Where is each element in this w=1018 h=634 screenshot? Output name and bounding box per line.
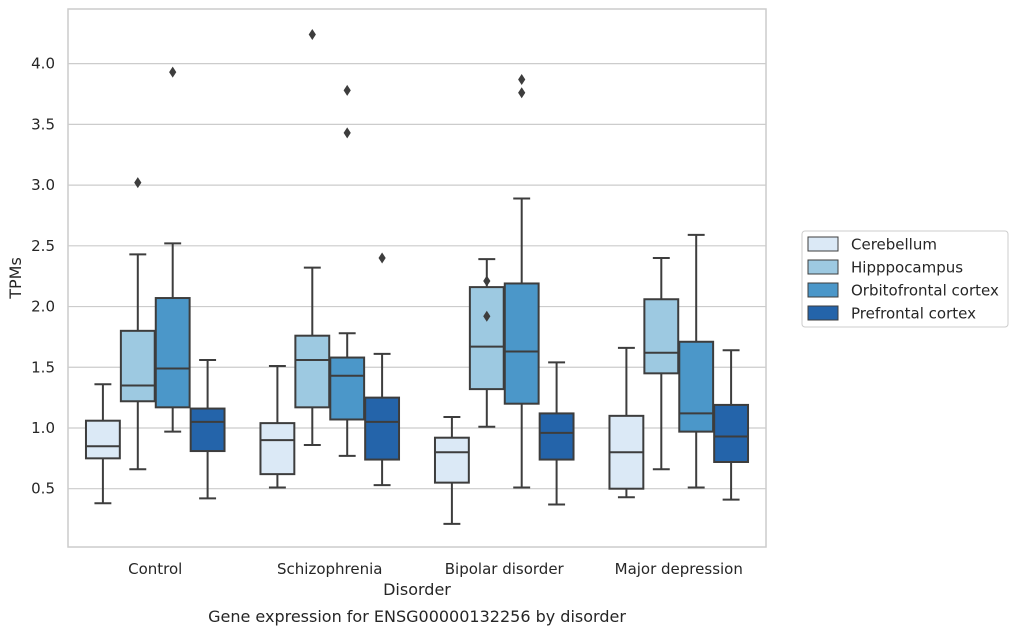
box-orbitofrontal-cortex-bipolar-disorder (503, 73, 540, 489)
box-body (538, 412, 575, 461)
y-tick-label: 2.0 (31, 298, 55, 316)
outlier-point (518, 87, 526, 99)
box-body (713, 403, 750, 463)
box-hipppocampus-major-depression (643, 256, 680, 471)
x-tick-label: Control (128, 560, 182, 578)
x-tick-label: Schizophrenia (277, 560, 382, 578)
y-tick-labels: 0.5 1.0 1.5 2.0 2.5 3.0 3.5 4.0 (31, 55, 55, 498)
box-body (643, 298, 680, 375)
outlier-point (378, 252, 386, 264)
outlier-point (169, 66, 177, 78)
y-tick-label: 2.5 (31, 237, 55, 255)
plot-frame (67, 8, 767, 548)
legend-swatch (807, 236, 839, 252)
legend-label: Cerebellum (851, 236, 937, 254)
outlier-point (343, 127, 351, 139)
legend-frame (801, 230, 1009, 328)
outlier-point (518, 73, 526, 85)
box-body (468, 286, 505, 391)
x-tick-label: Major depression (615, 560, 743, 578)
y-tick-label: 3.0 (31, 176, 55, 194)
y-tick-label: 4.0 (31, 55, 55, 73)
outlier-point (483, 275, 491, 287)
chart-caption: Gene expression for ENSG00000132256 by d… (208, 607, 626, 626)
box-body (294, 334, 331, 409)
legend-swatch (807, 282, 839, 298)
outlier-point (134, 177, 142, 189)
y-tick-label: 1.5 (31, 358, 55, 376)
y-tick-label: 3.5 (31, 115, 55, 133)
x-tick-labels: Control Schizophrenia Bipolar disorder Majo… (128, 560, 743, 578)
legend-label: Orbitofrontal cortex (851, 282, 999, 300)
box-orbitofrontal-cortex-schizophrenia (329, 84, 366, 457)
box-body (154, 297, 191, 409)
box-body (364, 396, 401, 461)
box-prefrontal-cortex-bipolar-disorder (538, 361, 575, 506)
box-hipppocampus-control (119, 177, 156, 471)
outlier-point (483, 310, 491, 322)
legend-label: Hipppocampus (851, 259, 963, 277)
legend-swatch (807, 259, 839, 275)
legend-label: Prefrontal cortex (851, 305, 976, 323)
box-orbitofrontal-cortex-control (154, 66, 191, 433)
box-body (329, 356, 366, 421)
box-series (84, 29, 750, 525)
box-body (678, 340, 715, 433)
box-prefrontal-cortex-major-depression (713, 349, 750, 501)
box-body (119, 329, 156, 403)
box-hipppocampus-schizophrenia (294, 29, 331, 446)
box-body (433, 436, 470, 484)
box-cerebellum-major-depression (608, 346, 645, 499)
outlier-point (308, 29, 316, 41)
box-prefrontal-cortex-schizophrenia (364, 252, 401, 487)
box-body (259, 422, 296, 476)
box-orbitofrontal-cortex-major-depression (678, 233, 715, 489)
y-tick-label: 1.0 (31, 419, 55, 437)
x-axis-label: Disorder (383, 580, 451, 599)
box-body (189, 407, 226, 453)
box-prefrontal-cortex-control (189, 358, 226, 500)
legend: Cerebellum Hipppocampus Orbitofrontal cort… (801, 230, 1009, 328)
y-axis-label: TPMs (6, 257, 25, 300)
box-body (503, 282, 540, 405)
x-tick-label: Bipolar disorder (445, 560, 565, 578)
box-body (84, 419, 121, 460)
y-tick-label: 0.5 (31, 480, 55, 498)
outlier-point (343, 84, 351, 96)
box-hipppocampus-bipolar-disorder (468, 258, 505, 428)
box-cerebellum-control (84, 383, 121, 505)
box-cerebellum-schizophrenia (259, 365, 296, 489)
legend-swatch (807, 305, 839, 321)
box-cerebellum-bipolar-disorder (433, 416, 470, 525)
